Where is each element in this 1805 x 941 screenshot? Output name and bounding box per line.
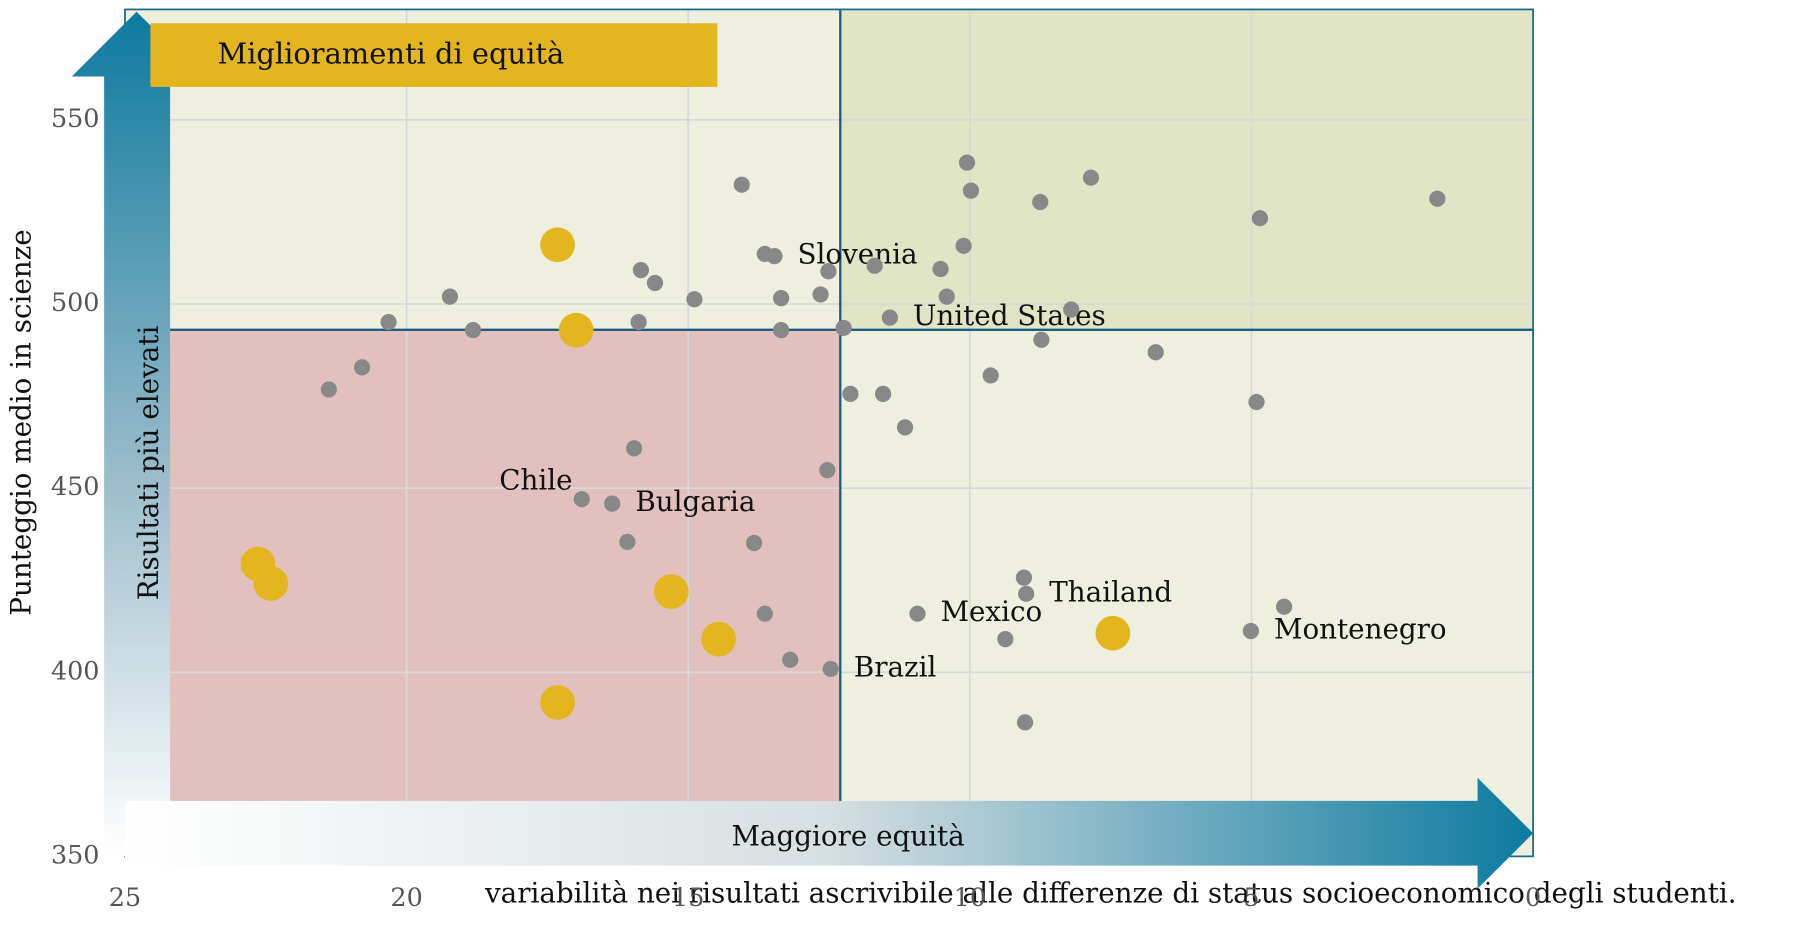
point [686,291,703,308]
arrows: Miglioramenti di equità Risultati più el… [71,11,1534,889]
point [540,227,575,263]
y-tick-label: 350 [51,840,100,870]
x-axis-label-box: variabilità nei risultati ascrivibile al… [484,877,1737,910]
point [253,566,289,601]
point [997,631,1014,648]
point [619,533,636,550]
point [632,262,650,279]
point [540,685,575,720]
point [1429,190,1446,207]
point [773,290,790,307]
point [812,286,829,303]
point [380,313,397,331]
point [756,605,773,622]
quadrant [124,329,841,857]
point-label: Brazil [854,650,937,683]
point [938,288,955,305]
x-tick-label: 20 [390,883,422,913]
point [746,534,763,552]
point [1018,585,1035,602]
point [558,312,594,348]
point [962,182,980,199]
point [1015,569,1033,586]
point [1016,714,1034,731]
point [875,385,892,402]
x-tick-label: 0 [1525,883,1541,913]
point [646,274,664,292]
point [1095,615,1131,651]
point-label: Bulgaria [635,485,755,518]
x-arrow [124,777,1534,889]
point [932,260,949,278]
point [1242,622,1260,640]
y-tick-label: 500 [51,288,100,318]
quadrant [840,9,1534,330]
point [866,257,883,274]
plot-background [124,9,1534,857]
point [441,288,459,305]
point [653,574,689,609]
point [464,322,482,339]
chart-title: Miglioramenti di equità [218,37,565,71]
x-tick-label: 5 [1243,883,1259,913]
point [782,651,799,668]
point [1063,301,1080,318]
y-arrow [71,11,203,857]
point [773,322,790,339]
point [573,491,590,508]
y-tick-label: 550 [51,104,100,134]
point [909,605,926,622]
point [630,313,647,331]
point [958,154,976,171]
point [1276,598,1293,615]
x-tick-label: 10 [954,883,986,913]
point [733,176,750,193]
y-axis-label: Punteggio medio in scienze [5,229,38,615]
point [955,237,972,254]
point [822,660,839,678]
point [819,461,836,479]
point [320,381,337,398]
x-axis-label: variabilità nei risultati ascrivibile al… [484,877,1737,910]
y-tick-label: 450 [51,472,100,502]
point [1033,331,1050,348]
title-box [150,23,718,87]
point [701,621,736,657]
point [982,367,999,384]
point [766,248,783,265]
point [1082,169,1100,186]
point-label: Thailand [1049,575,1172,608]
point [1248,393,1265,411]
point [1032,193,1049,211]
point [1251,210,1269,227]
x-arrow-label: Maggiore equità [732,819,965,852]
point [1147,344,1164,361]
point-label: Chile [499,463,572,496]
point [604,495,621,512]
point-label: Slovenia [798,238,918,271]
point [626,440,643,457]
quadrant [840,329,1534,857]
point [881,309,898,326]
x-tick-label: 15 [672,883,704,913]
point [353,359,371,376]
point-label: Montenegro [1274,613,1447,646]
y-tick-label: 400 [51,656,100,686]
point [835,319,852,337]
point [842,385,859,402]
point [896,419,914,436]
y-arrow-label: Risultati più elevati [132,326,165,601]
point [820,263,837,280]
x-tick-label: 25 [109,883,141,913]
